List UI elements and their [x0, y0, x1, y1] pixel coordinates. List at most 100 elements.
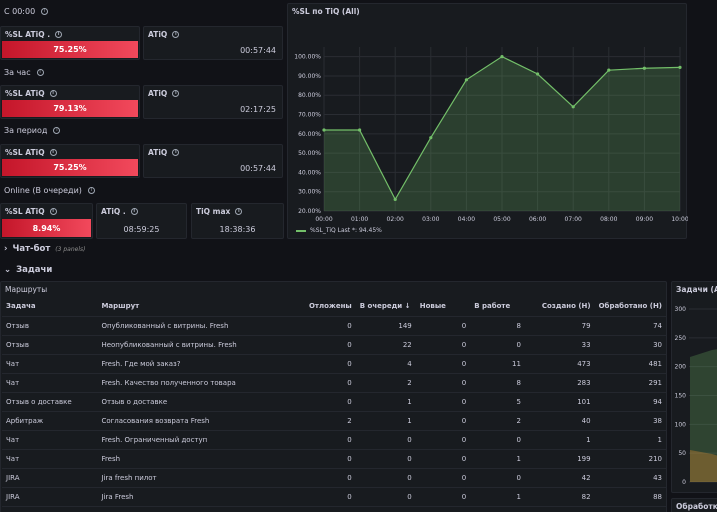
data-point[interactable] [607, 68, 611, 72]
data-point[interactable] [429, 136, 433, 140]
sl-atiq-panel-3: %SL ATiQ i 75.25% [0, 144, 140, 178]
tasks-all-title: Задачи (All) [676, 285, 717, 294]
info-icon[interactable]: i [172, 31, 180, 38]
column-header[interactable]: В очереди ↓ [355, 297, 416, 317]
column-header[interactable]: Отложены [296, 297, 356, 317]
data-point[interactable] [678, 65, 682, 69]
data-point[interactable] [571, 105, 575, 109]
data-point[interactable] [536, 72, 540, 76]
table-cell: Согласования возврата Fresh [97, 411, 296, 431]
table-cell: Чат [2, 449, 98, 469]
sl-atiq-value: 79.13% [2, 100, 138, 117]
table-cell: 1 [594, 430, 666, 450]
atiq-value: 00:57:44 [240, 164, 276, 173]
table-row[interactable]: Отзыв Опубликованный с витрины. Fresh 0 149… [2, 316, 666, 336]
data-point[interactable] [464, 78, 468, 82]
table-cell: 1 [355, 411, 416, 431]
y-tick-label: 50.00% [298, 150, 321, 157]
info-icon[interactable]: i [49, 149, 57, 156]
table-row[interactable]: Отзыв о доставке Отзыв о доставке 0 1 0 5 101 9… [2, 392, 666, 412]
online-title: Online (В очереди) i [4, 186, 95, 195]
table-cell: Fresh [97, 449, 296, 469]
table-cell: 1 [470, 487, 525, 507]
section-chatbot-sub: (3 panels) [55, 245, 86, 253]
table-cell: 88 [594, 487, 666, 507]
table-cell: 0 [415, 373, 471, 393]
group-title-3-text: За период [4, 126, 48, 135]
info-icon[interactable]: i [87, 187, 95, 194]
info-icon[interactable]: i [49, 208, 57, 215]
x-tick-label: 10:00 [671, 216, 688, 223]
table-row[interactable]: JIRA Jira fresh пилот 0 0 0 0 42 43 [2, 468, 666, 488]
table-row[interactable]: Чат Fresh. Качество полученного товара 0 2 0… [2, 373, 666, 393]
atiq-label: ATiQ [148, 89, 168, 98]
x-tick-label: 03:00 [422, 216, 439, 223]
info-icon[interactable]: i [49, 90, 57, 97]
table-row[interactable]: Чат Fresh. Где мой заказ? 0 4 0 11 473 481 [2, 354, 666, 374]
column-header[interactable]: Обработано (Н) [594, 297, 666, 317]
table-cell: 291 [594, 373, 666, 393]
table-row[interactable]: Отзыв Неопубликованный с витрины. Fresh 0 2… [2, 335, 666, 355]
table-cell: 11 [470, 354, 525, 374]
group-title-3: За период i [4, 126, 61, 135]
data-point[interactable] [358, 128, 362, 132]
table-cell: JIRA [2, 468, 98, 488]
table-cell: 0 [296, 468, 356, 488]
table-cell: 101 [524, 392, 595, 412]
atiq-panel-2: ATiQ i 02:17:25 [143, 85, 283, 119]
y-tick-label: 90.00% [298, 73, 321, 80]
column-header[interactable]: Задача [2, 297, 98, 317]
processing-panel: Обработка [671, 498, 717, 512]
section-tasks[interactable]: ⌄ Задачи [4, 265, 52, 275]
x-tick-label: 06:00 [529, 216, 546, 223]
y-tick-label: 100.00% [294, 54, 321, 61]
table-cell: Опубликованный с витрины. Fresh [97, 316, 296, 336]
info-icon[interactable]: i [41, 8, 49, 15]
table-body: Отзыв Опубликованный с витрины. Fresh 0 149… [2, 316, 666, 507]
y-tick-label: 200 [675, 364, 687, 371]
table-cell: 0 [470, 335, 525, 355]
info-icon[interactable]: i [36, 69, 44, 76]
column-header[interactable]: Маршрут [97, 297, 296, 317]
info-icon[interactable]: i [55, 31, 63, 38]
online-tiq-panel: TiQ max i 18:38:36 [191, 203, 284, 239]
y-tick-label: 70.00% [298, 112, 321, 119]
column-header[interactable]: Создано (Н) [524, 297, 595, 317]
x-tick-label: 05:00 [493, 216, 510, 223]
table-cell: 0 [415, 316, 471, 336]
data-point[interactable] [500, 55, 504, 59]
data-point[interactable] [393, 197, 397, 202]
table-row[interactable]: Чат Fresh. Ограниченный доступ 0 0 0 0 1 1 [2, 430, 666, 450]
info-icon[interactable]: i [172, 149, 180, 156]
column-header[interactable]: В работе [470, 297, 525, 317]
table-row[interactable]: Арбитраж Согласования возврата Fresh 2 1 0 2 4… [2, 411, 666, 431]
column-header[interactable]: Новые [415, 297, 471, 317]
info-icon[interactable]: i [235, 208, 243, 215]
data-point[interactable] [642, 66, 646, 70]
section-chatbot[interactable]: › Чат-бот (3 panels) [4, 244, 85, 254]
table-cell: 473 [524, 354, 595, 374]
info-icon[interactable]: i [53, 127, 61, 134]
group-title-1: С 00:00 i [4, 7, 49, 16]
sl-atiq-value: 75.25% [2, 159, 138, 176]
table-cell: 43 [594, 468, 666, 488]
x-tick-label: 04:00 [458, 216, 475, 223]
table-cell: 0 [296, 487, 356, 507]
info-icon[interactable]: i [172, 90, 180, 97]
info-icon[interactable]: i [130, 208, 138, 215]
table-row[interactable]: JIRA Jira Fresh 0 0 0 1 82 88 [2, 487, 666, 507]
y-tick-label: 50 [678, 450, 686, 457]
table-row[interactable]: Чат Fresh 0 0 0 1 199 210 [2, 449, 666, 469]
chart-legend[interactable]: %SL_TiQ Last *: 94.45% [296, 227, 382, 234]
data-point[interactable] [322, 128, 326, 132]
table-cell: Чат [2, 430, 98, 450]
x-tick-label: 07:00 [565, 216, 582, 223]
tasks-all-chart: 300 250 200 150 100 50 0 [675, 306, 717, 486]
atiq-panel-3: ATiQ i 00:57:44 [143, 144, 283, 178]
table-cell: 0 [355, 449, 416, 469]
table-cell: 149 [355, 316, 416, 336]
sl-atiq-label: %SL ATiQ [5, 148, 45, 157]
table-cell: 0 [296, 373, 356, 393]
table-cell: 0 [470, 430, 525, 450]
table-cell: 0 [415, 468, 471, 488]
